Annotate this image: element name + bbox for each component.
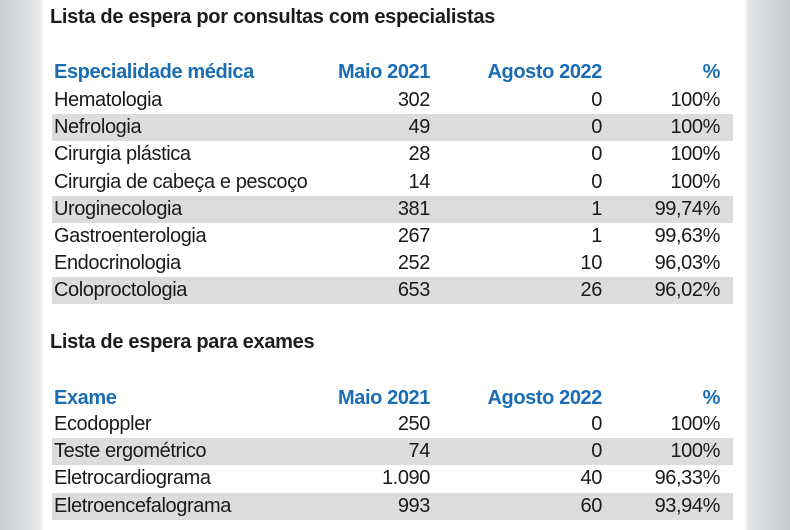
- table-row-cell: 96,02%: [654, 279, 721, 302]
- table-row: Cirurgia de cabeça e pescoço 14 0 100%: [52, 169, 733, 196]
- table-row-cell: 100%: [670, 413, 720, 435]
- table-row: Cirurgia plástica 28 0 100%: [52, 141, 733, 168]
- table-header-cell: Agosto 2022: [487, 387, 602, 409]
- table-row: Endocrinologia 252 10 96,03%: [52, 250, 733, 277]
- table-row-cell: 653: [397, 279, 431, 302]
- table-row-cell: Nefrologia: [54, 116, 142, 139]
- table-header: Exame Maio 2021 Agosto 2022%: [52, 385, 733, 412]
- table-row: Nefrologia 49 0 100%: [52, 114, 733, 142]
- table-row-cell: 26: [580, 279, 603, 302]
- table-row-cell: 1.090: [381, 467, 430, 490]
- table-row-cell: 99,63%: [654, 225, 721, 247]
- table-row-cell: 0: [591, 413, 602, 435]
- table-header: Especialidade médica Maio 2021 Agosto 2022…: [52, 59, 733, 86]
- table-header-cell: Exame: [54, 387, 117, 409]
- table-row: Eletrocardiograma 1.090 40 96,33%: [52, 465, 733, 492]
- table-row-cell: 993: [397, 494, 431, 517]
- table-header-cell: Especialidade médica: [54, 61, 254, 83]
- table-row-cell: 0: [591, 89, 602, 111]
- table-row-cell: 0: [591, 440, 602, 463]
- table-row: Gastroenterologia 267 1 99,63%: [52, 223, 733, 250]
- table-row-cell: 93,94%: [654, 494, 721, 517]
- table-row-cell: Gastroenterologia: [54, 225, 207, 247]
- table-row-cell: Hematologia: [54, 89, 162, 111]
- table1-title: Lista de espera por consultas com especi…: [50, 6, 495, 28]
- table-row-cell: 100%: [670, 440, 720, 463]
- table-row-cell: Eletrocardiograma: [54, 467, 211, 490]
- table-row-cell: Uroginecologia: [54, 197, 182, 220]
- table-row-cell: 252: [397, 252, 431, 275]
- infographic: Lista de espera por consultas com especi…: [44, 0, 744, 530]
- table-row-cell: Coloproctologia: [54, 279, 187, 302]
- table-row-cell: 96,33%: [654, 467, 721, 490]
- table-row-cell: 1: [591, 197, 602, 220]
- table-header-cell: %: [702, 61, 721, 83]
- table-row-cell: 49: [408, 116, 431, 139]
- table-row-cell: 267: [397, 225, 431, 247]
- table-header-cell: Agosto 2022: [487, 61, 602, 83]
- table-row-cell: 0: [591, 143, 602, 166]
- table-row-cell: 100%: [670, 170, 720, 193]
- table-row: Coloproctologia 653 26 96,02%: [52, 277, 733, 305]
- table-row-cell: 0: [591, 116, 602, 139]
- table-row-cell: Cirurgia plástica: [54, 143, 191, 166]
- table-row-cell: Ecodoppler: [54, 413, 152, 435]
- table2-title: Lista de espera para exames: [50, 331, 315, 353]
- table-row-cell: 1: [591, 225, 602, 247]
- table-row-cell: 250: [397, 413, 431, 435]
- table-row-cell: Endocrinologia: [54, 252, 181, 275]
- table-header-cell: %: [702, 387, 721, 409]
- table-row-cell: Eletroencefalograma: [54, 494, 231, 517]
- table-header-cell: Maio 2021: [337, 61, 430, 83]
- table-row: Uroginecologia 381 1 99,74%: [52, 195, 733, 223]
- table-row-cell: 74: [408, 440, 431, 463]
- table-row-cell: 381: [397, 197, 431, 220]
- table-row-cell: 40: [580, 467, 603, 490]
- table-row: Hematologia 302 0 100%: [52, 87, 733, 114]
- table-row-cell: 100%: [670, 89, 720, 111]
- table-row-cell: Cirurgia de cabeça e pescoço: [54, 170, 308, 193]
- table-row-cell: 96,03%: [654, 252, 721, 275]
- table-row-cell: 302: [397, 89, 431, 111]
- table-header-cell: Maio 2021: [337, 387, 430, 409]
- table-row: Eletroencefalograma 993 60 93,94%: [52, 492, 733, 520]
- table-row-cell: 100%: [670, 116, 720, 139]
- table-row-cell: 100%: [670, 143, 720, 166]
- table-row-cell: 14: [408, 170, 431, 193]
- table-row-cell: 60: [580, 494, 603, 517]
- table-row-cell: 28: [408, 143, 431, 166]
- table-row-cell: 99,74%: [654, 197, 721, 220]
- table-row-cell: 10: [580, 252, 603, 275]
- table-row: Teste ergométrico 74 0 100%: [52, 438, 733, 466]
- table-row-cell: 0: [591, 170, 602, 193]
- table-row-cell: Teste ergométrico: [54, 440, 207, 463]
- table-row: Ecodoppler 250 0 100%: [52, 411, 733, 438]
